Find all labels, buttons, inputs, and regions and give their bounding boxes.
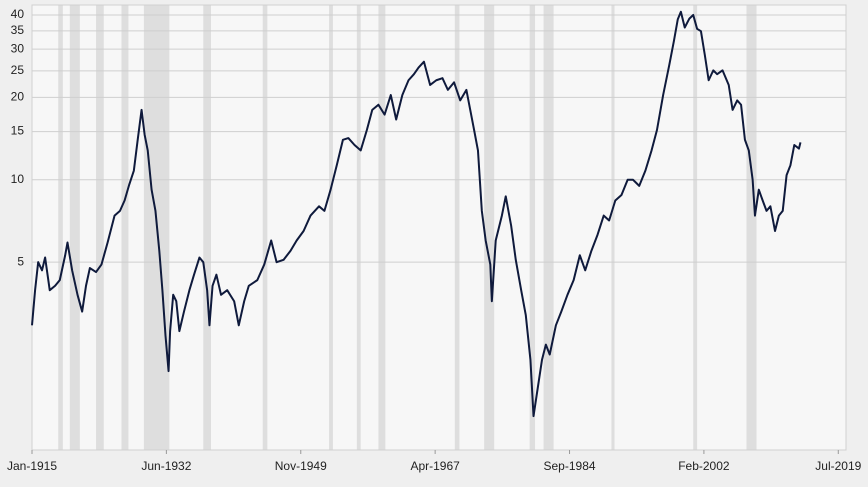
shaded-period: [262, 5, 268, 450]
shaded-period: [484, 5, 495, 450]
x-tick-label: Jun-1932: [141, 459, 191, 473]
x-tick-label: Jul-2019: [815, 459, 861, 473]
x-tick-label: Sep-1984: [544, 459, 596, 473]
shaded-period: [454, 5, 460, 450]
x-tick-label: Feb-2002: [678, 459, 730, 473]
shaded-period: [203, 5, 212, 450]
shaded-period: [121, 5, 129, 450]
shaded-period: [611, 5, 615, 450]
x-tick-label: Nov-1949: [275, 459, 327, 473]
x-tick-label: Apr-1967: [410, 459, 460, 473]
shaded-period: [356, 5, 361, 450]
y-tick-label: 20: [11, 90, 25, 104]
y-tick-label: 5: [17, 254, 24, 268]
shaded-period: [96, 5, 104, 450]
y-tick-label: 15: [11, 124, 25, 138]
y-tick-label: 10: [11, 172, 25, 186]
y-tick-label: 25: [11, 63, 25, 77]
shaded-period: [543, 5, 554, 450]
shaded-period: [69, 5, 80, 450]
y-tick-label: 35: [11, 23, 25, 37]
data-line: [31, 10, 802, 418]
x-tick-label: Jan-1915: [7, 459, 57, 473]
shaded-period: [746, 5, 757, 450]
shaded-period: [693, 5, 698, 450]
shaded-period: [529, 5, 536, 450]
shaded-period: [378, 5, 386, 450]
shaded-period: [58, 5, 63, 450]
y-tick-label: 30: [11, 41, 25, 55]
shaded-period: [329, 5, 333, 450]
y-tick-label: 40: [11, 7, 25, 21]
